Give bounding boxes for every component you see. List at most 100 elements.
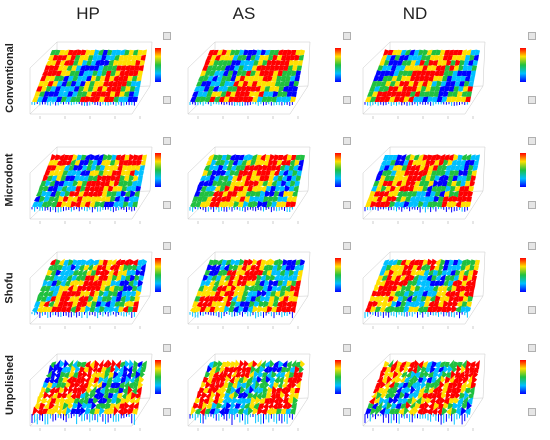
surface-cell [247, 49, 254, 56]
surface-cell [264, 296, 271, 302]
surface-cell [42, 289, 50, 298]
surface-cell [386, 375, 393, 385]
surface-cell [455, 55, 462, 61]
surface-cell [434, 70, 440, 77]
surface-cell [205, 290, 212, 298]
surface-cell [289, 180, 296, 187]
surface-cell [382, 386, 389, 395]
surface-cell [136, 264, 142, 271]
surface-cell [222, 70, 229, 77]
surface-cell [285, 284, 291, 293]
surface-cell [119, 175, 125, 182]
surface-cell [379, 164, 386, 172]
surface-cell [57, 301, 65, 308]
surface-cell [436, 165, 443, 171]
surface-cell [80, 169, 87, 177]
surface-cell [384, 175, 391, 182]
surface-cell [460, 201, 467, 208]
surface-cell [194, 85, 201, 93]
surface-cell [419, 91, 426, 97]
surface-cell [251, 258, 258, 267]
surface-cell [406, 381, 413, 389]
surface-cell [431, 65, 437, 72]
surface-cell [111, 49, 117, 56]
surface-cell [441, 285, 448, 292]
surface-cell [44, 75, 52, 82]
surface-cell [138, 275, 144, 282]
surface-cell [435, 391, 442, 400]
surface-cell [376, 401, 384, 412]
surface-cell [117, 269, 123, 277]
surface-cell [447, 365, 453, 375]
surface-cell [416, 54, 423, 61]
surface-cell [379, 407, 386, 416]
surface-cell [378, 86, 385, 92]
surface-cell [465, 407, 471, 415]
surface-cell [76, 180, 83, 187]
surface-cell [62, 91, 69, 98]
surface-cell [403, 290, 410, 297]
surface-cell [381, 275, 388, 281]
surface-cell [76, 386, 83, 395]
export-tool-icon [343, 96, 351, 104]
surface-cell [434, 295, 441, 303]
surface-cell [250, 296, 257, 302]
surface-cell [268, 70, 274, 77]
surface-cell [87, 364, 94, 375]
surface-cell [429, 280, 436, 287]
surface-cell [381, 170, 388, 177]
surface-cell [450, 407, 457, 415]
surface-cell [101, 190, 108, 198]
surface-cell [411, 55, 418, 61]
export-tool-icon [163, 306, 171, 314]
surface-cell [379, 370, 386, 380]
surface-cell [277, 300, 283, 308]
surface-cell [293, 372, 299, 378]
surface-cell [410, 164, 417, 172]
surface-cell [98, 96, 105, 103]
surface-cell [382, 75, 389, 82]
surface-cell [248, 91, 255, 98]
surface-cell [277, 280, 283, 287]
surface-cell [132, 381, 139, 390]
surface-cell [44, 285, 52, 292]
row-label-shofu: Shofu [4, 272, 17, 304]
surface-cell [220, 169, 227, 177]
surface-cell [257, 371, 264, 379]
surface-cell [225, 196, 232, 202]
surface-cell [248, 75, 255, 82]
surface-plot [362, 353, 486, 431]
surface-cell [294, 75, 300, 82]
surface-cell [67, 75, 74, 82]
surface-cell [190, 406, 197, 417]
surface-plot [362, 41, 486, 119]
surface-cell [232, 96, 240, 103]
surface-cell [292, 85, 298, 93]
surface-cell [444, 170, 451, 176]
surface-cell [245, 175, 252, 182]
surface-cell [429, 159, 436, 167]
surface-cell [245, 159, 252, 166]
surface-cell [464, 387, 471, 394]
surface-cell [209, 290, 217, 298]
surface-cell [36, 305, 44, 314]
surface-cell [393, 70, 400, 77]
surface-cell [96, 366, 103, 374]
surface-cell [56, 392, 63, 400]
surface-cell [401, 371, 408, 379]
surface-cell [383, 370, 390, 380]
surface-cell [235, 165, 242, 171]
surface-cell [232, 366, 239, 373]
surface-cell [420, 54, 427, 61]
surface-cell [32, 305, 39, 314]
surface-cell [237, 185, 244, 192]
surface-cell [369, 201, 377, 208]
surface-cell [369, 295, 376, 303]
surface-cell [236, 85, 243, 93]
surface-cell [96, 174, 103, 182]
surface-cell [68, 60, 75, 66]
surface-cell [137, 279, 143, 288]
surface-cell [286, 195, 293, 203]
surface-cell [276, 180, 282, 187]
surface-cell [237, 408, 244, 415]
